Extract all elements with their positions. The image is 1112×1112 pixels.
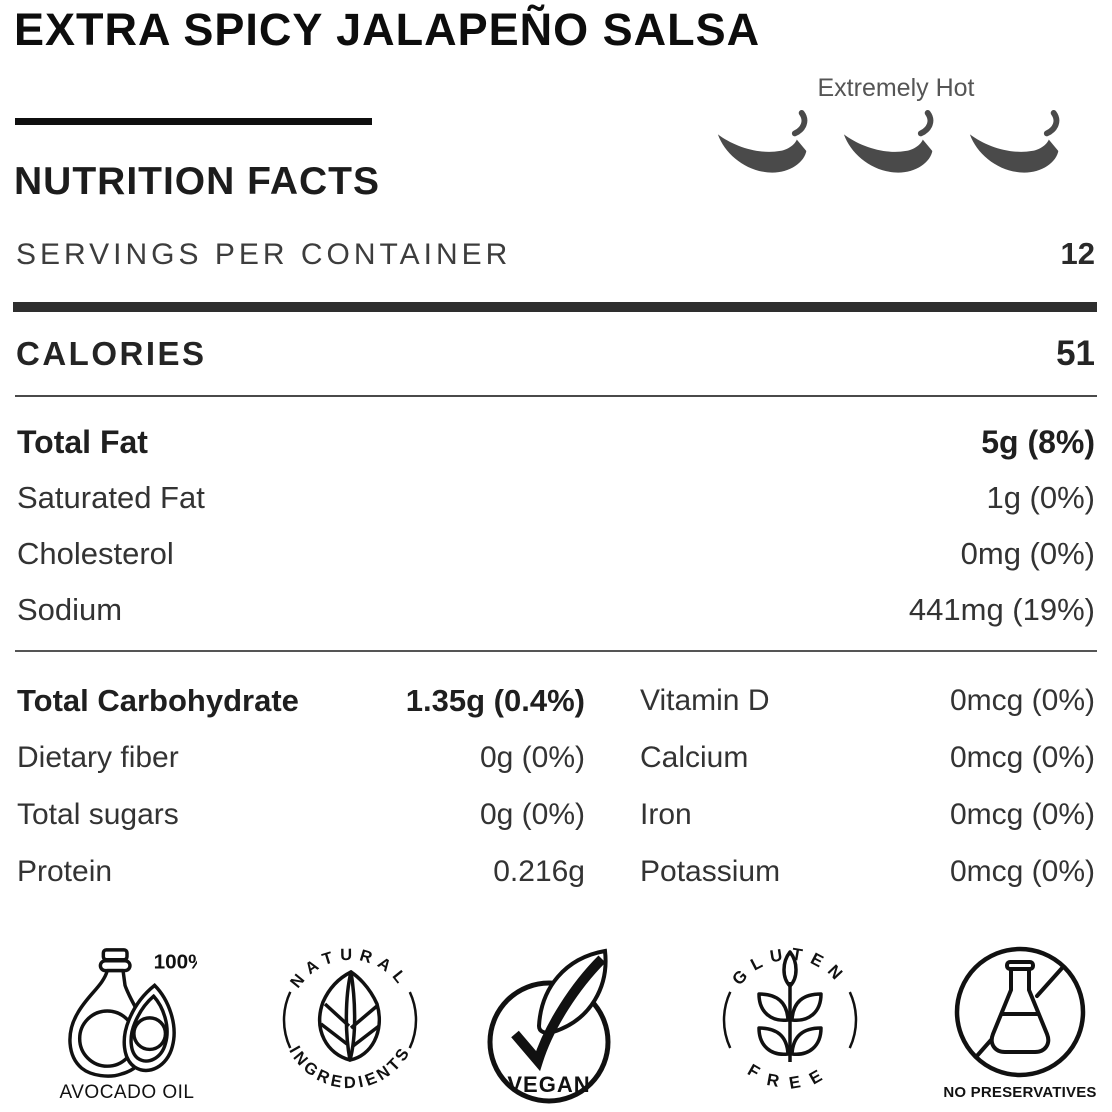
thin-divider xyxy=(15,650,1097,652)
nutrient-label: Sodium xyxy=(17,592,123,627)
nutrient-row-sodium: Sodium 441mg (19%) xyxy=(17,582,1095,638)
avocado-oil-icon: 100% xyxy=(68,948,197,1078)
vegan-icon: VEGAN xyxy=(487,948,611,1104)
nutrient-value: 5g (8%) xyxy=(981,423,1095,460)
badge-avocado-oil: 100% AVOCADO OIL xyxy=(52,942,202,1104)
nutrient-label: Total Carbohydrate xyxy=(17,682,299,718)
svg-text:FREE: FREE xyxy=(744,1060,835,1093)
nutrient-value: 0.216g xyxy=(493,854,585,888)
nutrient-row-total-fat: Total Fat 5g (8%) xyxy=(17,414,1095,470)
calories-value: 51 xyxy=(1056,334,1095,373)
natural-ingredients-icon: NATURAL INGREDIENTS xyxy=(282,946,418,1092)
left-column: Total Carbohydrate 1.35g (0.4%) Dietary … xyxy=(17,672,585,900)
thin-divider xyxy=(15,395,1097,397)
nutrient-value: 0g (0%) xyxy=(479,797,585,831)
vegan-label: VEGAN xyxy=(507,1072,590,1097)
no-preservatives-label: NO PRESERVATIVES xyxy=(943,1084,1097,1101)
nutrient-value: 0mg (0%) xyxy=(960,536,1095,571)
nutrient-row-vitamin-d: Vitamin D 0mcg (0%) xyxy=(640,672,1095,729)
nutrient-row-cholesterol: Cholesterol 0mg (0%) xyxy=(17,526,1095,582)
right-column: Vitamin D 0mcg (0%) Calcium 0mcg (0%) Ir… xyxy=(640,672,1095,900)
chili-pepper-icon xyxy=(717,110,813,173)
badge-strip: 100% AVOCADO OIL NATURAL INGREDIENTS xyxy=(0,938,1112,1112)
no-preservatives-icon xyxy=(954,946,1086,1078)
avocado-percent: 100% xyxy=(154,951,197,974)
nutrient-row-carbohydrate: Total Carbohydrate 1.35g (0.4%) xyxy=(17,672,585,729)
chili-pepper-icon xyxy=(969,110,1065,173)
thick-divider xyxy=(13,302,1097,312)
badge-natural-ingredients: NATURAL INGREDIENTS xyxy=(275,942,425,1102)
nutrient-label: Potassium xyxy=(640,854,781,888)
calories-row: CALORIES 51 xyxy=(16,334,1095,374)
nutrient-label: Dietary fiber xyxy=(17,740,179,774)
nutrient-label: Protein xyxy=(17,854,113,888)
badge-gluten-free: GLUTEN FREE xyxy=(715,942,865,1102)
servings-row: SERVINGS PER CONTAINER 12 xyxy=(16,236,1095,272)
nutrient-row-iron: Iron 0mcg (0%) xyxy=(640,786,1095,843)
nutrient-label: Iron xyxy=(640,797,692,831)
chili-pepper-icon xyxy=(843,110,939,173)
nutrient-label: Total sugars xyxy=(17,797,179,831)
nutrient-label: Calcium xyxy=(640,740,749,774)
badge-no-preservatives: NO PRESERVATIVES xyxy=(938,940,1102,1101)
header-rule xyxy=(15,118,372,125)
nutrient-row-dietary-fiber: Dietary fiber 0g (0%) xyxy=(17,729,585,786)
nutrient-label: Saturated Fat xyxy=(17,480,205,515)
two-column-nutrients: Total Carbohydrate 1.35g (0.4%) Dietary … xyxy=(17,672,1095,900)
nutrient-row-calcium: Calcium 0mcg (0%) xyxy=(640,729,1095,786)
main-nutrient-rows: Total Fat 5g (8%) Saturated Fat 1g (0%) … xyxy=(17,414,1095,638)
gluten-bottom-text: FREE xyxy=(744,1060,823,1093)
nutrient-label: Vitamin D xyxy=(640,683,770,717)
nutrient-row-saturated-fat: Saturated Fat 1g (0%) xyxy=(17,470,1095,526)
heat-indicator: Extremely Hot xyxy=(706,74,1086,187)
nutrient-value: 0mcg (0%) xyxy=(949,854,1095,888)
nutrient-value: 1.35g (0.4%) xyxy=(405,682,585,718)
servings-label: SERVINGS PER CONTAINER xyxy=(16,238,512,271)
nutrient-label: Total Fat xyxy=(17,423,148,460)
product-title: EXTRA SPICY JALAPEÑO SALSA xyxy=(14,4,761,55)
heat-label: Extremely Hot xyxy=(817,74,975,102)
nutrient-row-total-sugars: Total sugars 0g (0%) xyxy=(17,786,585,843)
servings-value: 12 xyxy=(1060,236,1095,271)
calories-label: CALORIES xyxy=(16,335,207,372)
nutrient-value: 1g (0%) xyxy=(986,480,1095,515)
nutrient-row-potassium: Potassium 0mcg (0%) xyxy=(640,843,1095,900)
nutrition-facts-heading: NUTRITION FACTS xyxy=(14,160,380,203)
nutrient-label: Cholesterol xyxy=(17,536,174,571)
nutrient-row-protein: Protein 0.216g xyxy=(17,843,585,900)
nutrient-value: 0g (0%) xyxy=(479,740,585,774)
avocado-oil-label: AVOCADO OIL xyxy=(59,1082,195,1103)
pepper-row xyxy=(706,109,1086,187)
nutrient-value: 441mg (19%) xyxy=(908,592,1095,627)
gluten-free-icon: GLUTEN FREE xyxy=(722,944,858,1093)
nutrient-value: 0mcg (0%) xyxy=(949,683,1095,717)
nutrient-value: 0mcg (0%) xyxy=(949,797,1095,831)
badge-vegan: VEGAN xyxy=(481,946,631,1106)
nutrient-value: 0mcg (0%) xyxy=(949,740,1095,774)
